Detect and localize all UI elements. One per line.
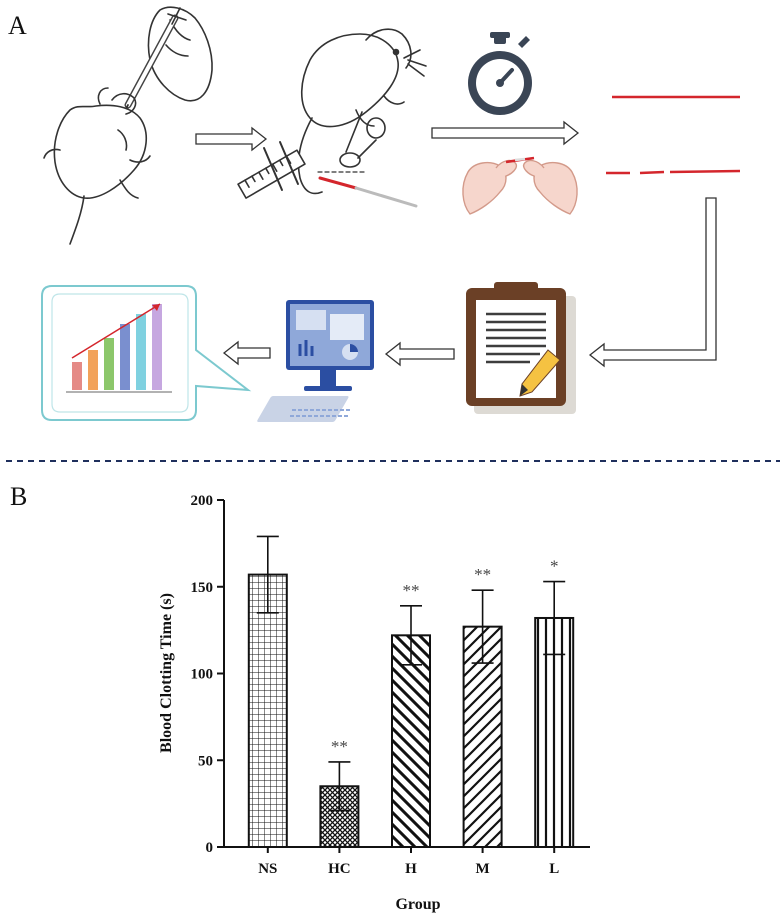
y-tick-label-100: 100 — [191, 667, 214, 683]
panel-b-label: B — [10, 482, 27, 511]
clipboard-record-icon — [466, 282, 576, 414]
panel-a-label: A — [8, 11, 27, 40]
significance-hc: ** — [331, 737, 348, 756]
blood-thread-lines — [606, 95, 741, 175]
bar-chart-bubble-icon — [41, 285, 252, 421]
stopwatch-icon — [468, 32, 532, 115]
x-axis-title: Group — [395, 896, 440, 913]
significance-m: ** — [474, 565, 491, 584]
x-tick-label-m: M — [476, 861, 490, 877]
y-axis-title: Blood Clotting Time (s) — [158, 593, 175, 753]
x-tick-label-h: H — [405, 861, 417, 877]
significance-l: * — [550, 557, 559, 576]
y-tick-label-50: 50 — [198, 753, 213, 769]
flow-arrow-l-shape — [588, 197, 717, 368]
y-axis: 0 50 100 150 200 — [191, 493, 225, 856]
bar-h — [391, 634, 431, 849]
mouse-tail-cut-icon — [237, 28, 427, 208]
flow-arrow-left-1 — [384, 341, 455, 367]
flow-arrow-right-2 — [431, 120, 580, 146]
glass-capillary-icon — [462, 156, 578, 215]
y-tick-label-0: 0 — [206, 840, 214, 856]
x-axis: NS HC H M L — [224, 846, 590, 877]
mouse-injection-icon — [43, 6, 213, 245]
y-tick-label-200: 200 — [191, 493, 214, 509]
significance-h: ** — [403, 581, 420, 600]
bar-ns — [247, 573, 288, 848]
x-tick-label-hc: HC — [328, 861, 351, 877]
flow-arrow-right-1 — [195, 126, 268, 152]
bars-group: ****** * — [247, 535, 575, 849]
computer-analysis-icon — [257, 300, 374, 422]
x-tick-label-l: L — [549, 861, 559, 877]
y-tick-label-150: 150 — [191, 580, 214, 596]
x-tick-label-ns: NS — [258, 861, 277, 877]
flow-arrow-left-2 — [222, 340, 271, 366]
